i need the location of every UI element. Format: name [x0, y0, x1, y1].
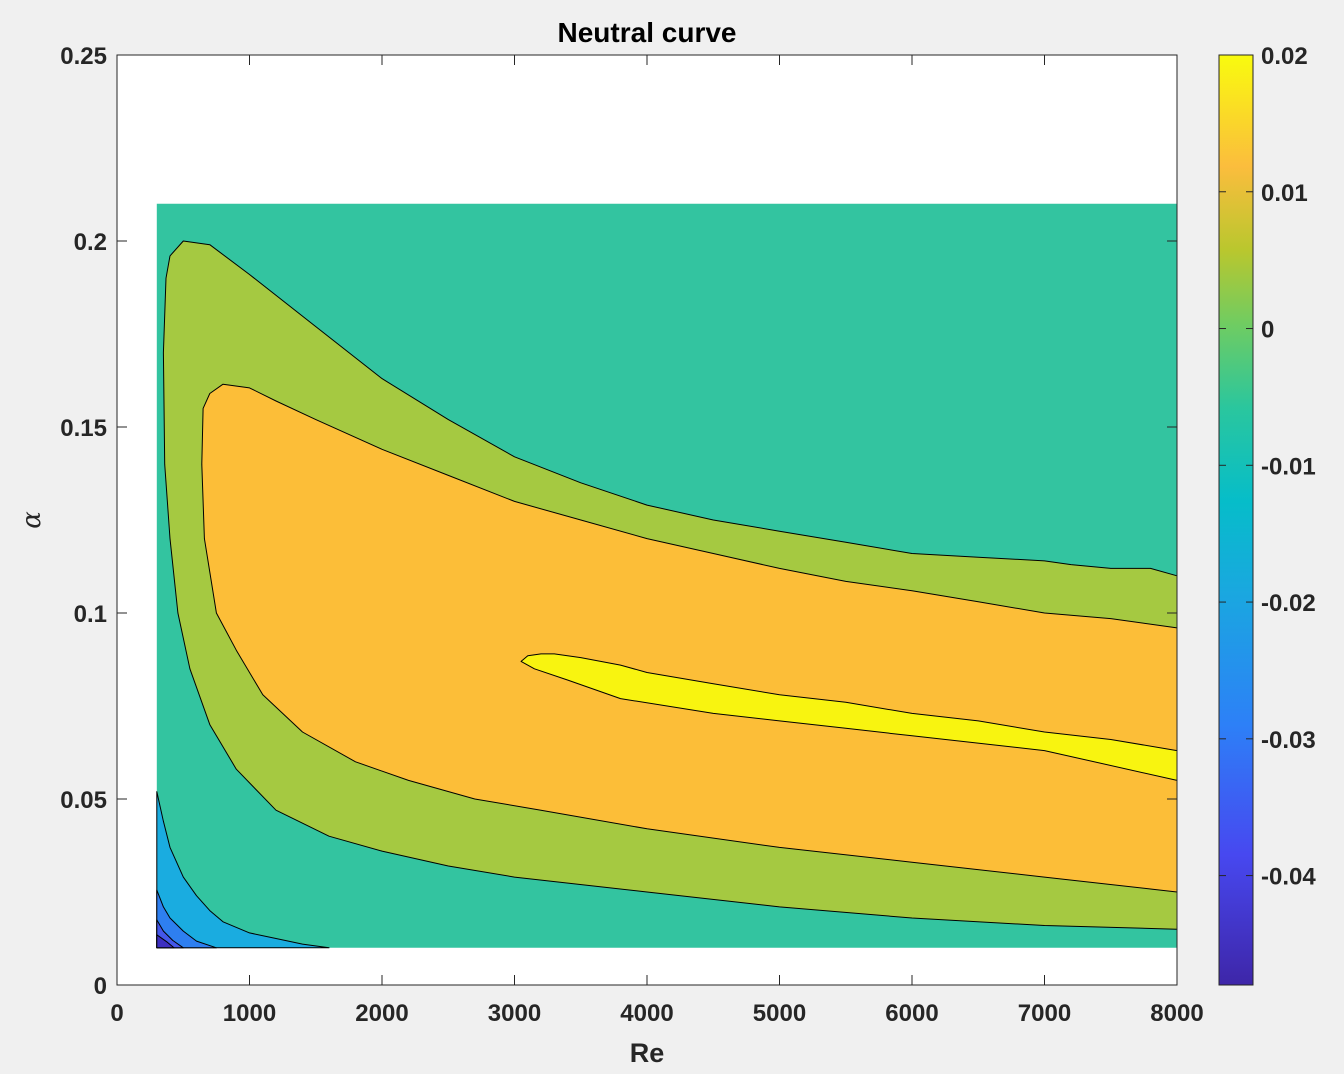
colorbar-tick-label: 0.02	[1261, 43, 1308, 70]
contour-fills	[156, 203, 1178, 949]
x-tick-label: 2000	[355, 1000, 408, 1027]
x-tick-label: 7000	[1018, 1000, 1071, 1027]
y-axis-label: α	[17, 511, 47, 529]
contour-region-6	[201, 383, 1178, 893]
x-tick-label: 5000	[753, 1000, 806, 1027]
colorbar-tick-label: 0.01	[1261, 180, 1308, 207]
colorbar-tick-label: -0.02	[1261, 590, 1316, 617]
y-tick-label: 0.15	[60, 415, 107, 442]
colorbar-tick-label: 0	[1261, 317, 1274, 344]
x-axis-ticks: 0 1000 2000 3000 4000 5000 6000 7000 8000	[110, 55, 1204, 1027]
colorbar-gradient	[1218, 54, 1254, 986]
y-tick-label: 0.1	[74, 601, 107, 628]
colorbar-ticks: 0.02 0.01 0 -0.01 -0.02 -0.03 -0.04	[1219, 43, 1316, 891]
plot-area: 0 1000 2000 3000 4000 5000 6000 7000 8000 00.050…	[60, 43, 1203, 1027]
contour-region-7	[520, 653, 1178, 781]
x-tick-label: 4000	[620, 1000, 673, 1027]
colorbar: 0.02 0.01 0 -0.01 -0.02 -0.03 -0.04	[1218, 43, 1316, 986]
x-tick-label: 0	[110, 1000, 123, 1027]
colorbar-tick-label: -0.04	[1261, 864, 1316, 891]
contour-region-4	[156, 934, 175, 949]
colorbar-tick-label: -0.03	[1261, 727, 1316, 754]
y-tick-label: 0.05	[60, 787, 107, 814]
x-tick-label: 8000	[1150, 1000, 1203, 1027]
x-tick-label: 6000	[885, 1000, 938, 1027]
colorbar-tick-label: -0.01	[1261, 453, 1316, 480]
y-tick-label: 0.25	[60, 43, 107, 70]
y-tick-label: 0	[94, 973, 107, 1000]
contour-region-2	[156, 889, 217, 949]
contour-region-1	[156, 791, 330, 949]
chart-title: Neutral curve	[558, 17, 737, 48]
y-axis-ticks: 0 0.05 0.1 0.15 0.2 0.25	[60, 43, 1177, 1000]
x-axis-label: Re	[630, 1038, 665, 1068]
x-tick-label: 3000	[488, 1000, 541, 1027]
y-tick-label: 0.2	[74, 229, 107, 256]
x-tick-label: 1000	[223, 1000, 276, 1027]
